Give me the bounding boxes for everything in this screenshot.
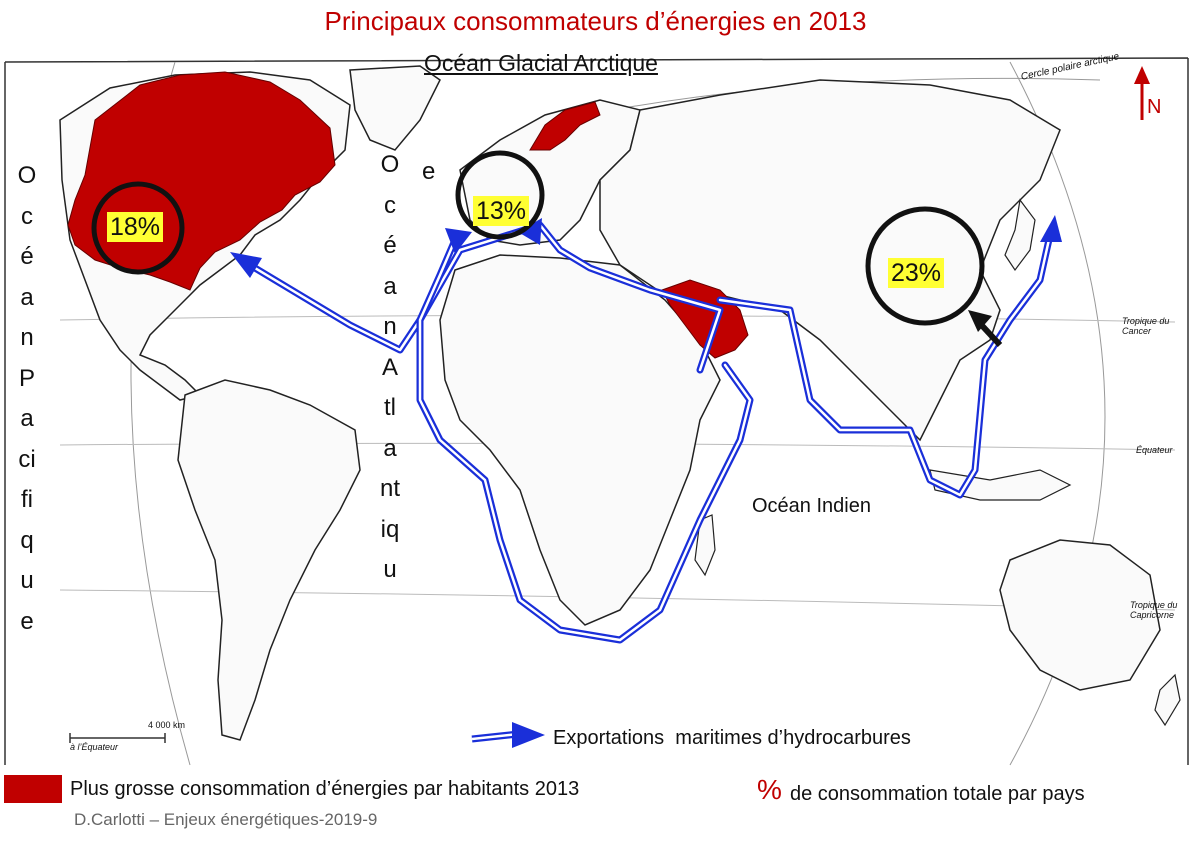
circle-north-america: [91, 181, 185, 275]
scale-note-label: à l’Équateur: [70, 742, 119, 752]
atlantic-ocean-label-extra: e: [422, 158, 436, 185]
pacific-ocean-label: OcéanPacifique: [17, 162, 37, 635]
scale-bar: [69, 733, 166, 743]
asia-outline: [599, 79, 1061, 442]
north-label: N: [1147, 96, 1162, 118]
tropic-cancer-label: Tropique du Cancer: [1122, 316, 1170, 336]
japan-outline: [1004, 198, 1036, 272]
legend-red-box: [4, 775, 62, 803]
percent-east-asia: 23%: [888, 258, 945, 288]
indian-ocean-label: Océan Indien: [752, 495, 871, 517]
arrowhead-europe-2: [518, 218, 542, 245]
legend-consumption-label: Plus grosse consommation d’énergies par …: [70, 778, 580, 800]
arrowhead-north-america: [230, 252, 262, 278]
scale-label: 4 000 km: [148, 720, 186, 730]
arrowhead-asia: [1040, 215, 1062, 242]
export-routes: [241, 221, 1054, 644]
circle-europe: [455, 150, 545, 240]
map-title: Principaux consommateurs d’énergies en 2…: [324, 6, 867, 36]
legend-percent-symbol: %: [757, 774, 782, 805]
madagascar-outline: [694, 514, 716, 577]
atlantic-ocean-label: OcéanAtlantiqu: [380, 151, 401, 583]
circle-east-asia: [865, 206, 985, 326]
legend-percent-label: de consommation totale par pays: [790, 783, 1085, 805]
new-zealand-outline: [1154, 673, 1181, 727]
arrowhead-europe: [445, 228, 472, 254]
indonesia-outline: [929, 469, 1072, 501]
percent-north-america: 18%: [107, 212, 164, 242]
percent-europe: 13%: [473, 196, 530, 226]
arctic-ocean-label: Océan Glacial Arctique: [424, 50, 658, 76]
legend-routes-label: Exportations maritimes d’hydrocarbures: [553, 727, 911, 749]
equator-label: Équateur: [1136, 445, 1173, 455]
credit-line: D.Carlotti – Enjeux énergétiques-2019-9: [74, 810, 378, 829]
south-america-outline: [177, 379, 361, 741]
australia-outline: [999, 539, 1161, 691]
scandinavia-highlight: [529, 101, 601, 151]
africa-outline: [439, 254, 721, 626]
tropic-capricorn-label: Tropique du Capricorne: [1130, 600, 1178, 620]
map-frame: [4, 57, 1189, 765]
greenland-outline: [349, 65, 441, 151]
